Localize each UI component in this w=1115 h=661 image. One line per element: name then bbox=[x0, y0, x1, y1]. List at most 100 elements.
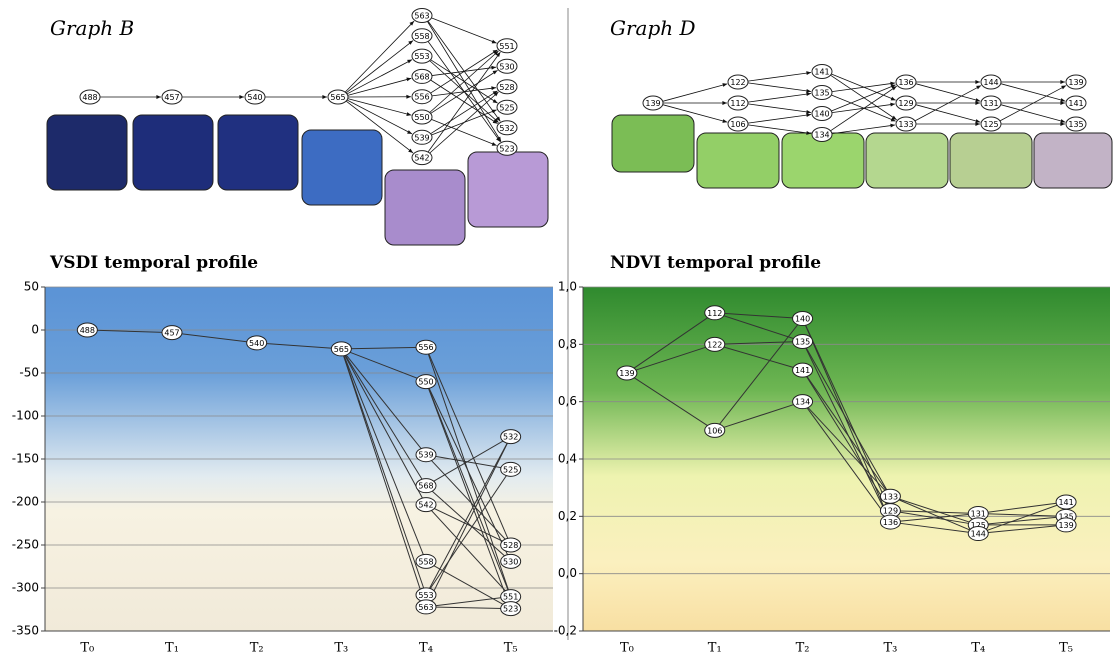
graph-edge bbox=[663, 84, 728, 101]
graph-edge bbox=[430, 61, 499, 123]
node-label: 122 bbox=[730, 78, 745, 87]
node-label: 539 bbox=[414, 133, 429, 142]
node-label: 563 bbox=[418, 603, 433, 612]
node-label: 539 bbox=[418, 451, 433, 460]
node-label: 129 bbox=[883, 507, 898, 516]
graph-edge bbox=[1001, 105, 1066, 122]
arrow-head bbox=[1060, 101, 1065, 105]
y-tick-label: -100 bbox=[12, 409, 39, 423]
y-tick-label: 0 bbox=[31, 323, 39, 337]
node-label: 140 bbox=[795, 315, 810, 324]
arrow-head bbox=[156, 95, 161, 99]
y-tick-label: -350 bbox=[12, 624, 39, 638]
y-tick-label: 0,2 bbox=[558, 509, 577, 523]
y-tick-label: -0,2 bbox=[554, 624, 577, 638]
x-tick-label: T₅ bbox=[1059, 641, 1073, 656]
x-tick-label: T₀ bbox=[80, 641, 94, 656]
node-label: 112 bbox=[730, 99, 745, 108]
node-label: 134 bbox=[814, 131, 829, 140]
graph-edge bbox=[748, 114, 811, 123]
y-tick-label: -300 bbox=[12, 581, 39, 595]
arrow-head bbox=[406, 112, 411, 116]
node-label: 106 bbox=[730, 120, 745, 129]
arrow-head bbox=[891, 97, 896, 101]
y-tick-label: 0,6 bbox=[558, 394, 577, 408]
y-tick-label: -200 bbox=[12, 495, 39, 509]
graph-title: Graph B bbox=[50, 16, 134, 40]
node-label: 532 bbox=[499, 124, 514, 133]
node-label: 141 bbox=[1058, 498, 1073, 507]
node-label: 112 bbox=[707, 309, 722, 318]
node-label: 523 bbox=[503, 605, 518, 614]
node-label: 125 bbox=[983, 120, 998, 129]
graph-edge bbox=[345, 21, 414, 92]
node-label: 525 bbox=[499, 103, 514, 112]
x-tick-label: T₅ bbox=[504, 641, 518, 656]
graph-edge bbox=[427, 21, 501, 141]
arrow-head bbox=[492, 40, 497, 44]
arrow-head bbox=[491, 86, 496, 90]
graph-edges bbox=[663, 71, 1066, 135]
x-tick-label: T₃ bbox=[334, 641, 348, 656]
arrow-head bbox=[975, 101, 980, 105]
y-tick-label: 50 bbox=[24, 280, 39, 294]
arrow-head bbox=[806, 89, 811, 93]
node-label: 141 bbox=[795, 366, 810, 375]
graph-title: Graph D bbox=[610, 16, 696, 40]
node-label: 553 bbox=[418, 591, 433, 600]
node-label: 530 bbox=[503, 557, 518, 566]
node-label: 135 bbox=[1068, 120, 1083, 129]
arrow-head bbox=[1060, 122, 1065, 126]
y-tick-label: -150 bbox=[12, 452, 39, 466]
node-label: 144 bbox=[983, 78, 998, 87]
node-label: 135 bbox=[795, 337, 810, 346]
graph-edge bbox=[347, 100, 412, 134]
x-tick-label: T₂ bbox=[250, 641, 264, 656]
arrow-head bbox=[975, 80, 980, 84]
x-tick-label: T₄ bbox=[419, 641, 433, 656]
node-label: 540 bbox=[249, 339, 264, 348]
arrow-head bbox=[722, 119, 727, 123]
node-label: 532 bbox=[503, 433, 518, 442]
graph-edge bbox=[428, 21, 500, 121]
node-label: 553 bbox=[414, 52, 429, 61]
node-label: 568 bbox=[414, 72, 429, 81]
node-label: 140 bbox=[814, 110, 829, 119]
arrow-head bbox=[406, 78, 411, 82]
node-label: 550 bbox=[418, 378, 433, 387]
node-label: 563 bbox=[414, 12, 429, 21]
arrow-head bbox=[406, 95, 411, 99]
node-label: 542 bbox=[414, 154, 429, 163]
arrow-head bbox=[806, 92, 811, 96]
x-tick-label: T₄ bbox=[971, 641, 985, 656]
graph-edge bbox=[346, 41, 413, 93]
thumbnails-d bbox=[612, 115, 1112, 188]
node-label: 139 bbox=[645, 99, 660, 108]
arrow-head bbox=[806, 71, 811, 75]
arrow-head bbox=[1060, 98, 1065, 102]
graph-edge bbox=[830, 75, 896, 120]
y-tick-label: 0,0 bbox=[558, 566, 577, 580]
node-label: 136 bbox=[898, 78, 913, 87]
x-tick-label: T₁ bbox=[165, 641, 179, 656]
arrow-head bbox=[975, 122, 980, 126]
y-tick-label: -250 bbox=[12, 538, 39, 552]
arrow-head bbox=[806, 110, 811, 114]
chart-title: NDVI temporal profile bbox=[610, 253, 821, 273]
x-tick-label: T₂ bbox=[796, 641, 810, 656]
node-label: 568 bbox=[418, 482, 433, 491]
arrow-head bbox=[722, 83, 727, 87]
node-label: 523 bbox=[499, 144, 514, 153]
graph-edge bbox=[1001, 84, 1066, 101]
node-label: 558 bbox=[414, 32, 429, 41]
graph-edge bbox=[832, 125, 895, 134]
y-tick-label: 1,0 bbox=[558, 280, 577, 294]
arrow-head bbox=[239, 95, 244, 99]
arrow-head bbox=[1060, 80, 1065, 84]
graph-edge bbox=[748, 125, 811, 134]
graph-edge bbox=[748, 83, 811, 92]
graph-edge bbox=[831, 74, 895, 100]
node-label: 139 bbox=[619, 369, 634, 378]
x-tick-label: T₀ bbox=[620, 641, 634, 656]
arrow-head bbox=[322, 95, 327, 99]
